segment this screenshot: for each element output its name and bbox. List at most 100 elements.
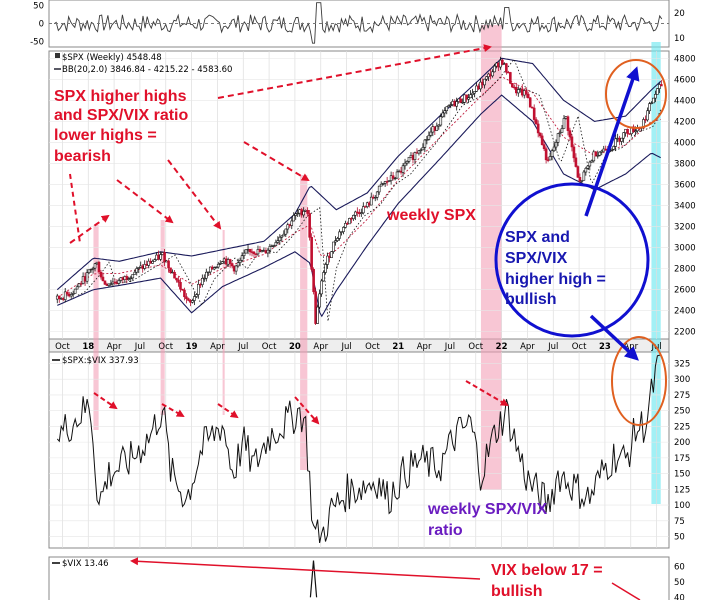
candle-body [588,161,592,167]
candle-body [604,148,608,151]
candle-body [201,278,204,285]
candle-body [322,272,325,282]
candle-body [562,118,566,129]
highlight-bands [93,25,661,504]
candle-body [467,97,470,100]
candle-body [461,102,464,104]
candle-body [205,271,208,279]
arrow-2018-oct-high [116,179,174,224]
ratio-legend: $SPX:$VIX 337.93 [62,356,139,366]
spx-y-tick-2800: 2800 [674,265,696,275]
ratio-y-ticks: 325 300 275 250 225 200 175 150 125 100 75 50 [674,359,690,542]
candle-body [230,263,234,267]
pink-band-2 [160,220,165,415]
bearish-line-4: bearish [54,148,111,165]
candle-body [109,283,113,285]
bullish-line-4: bullish [505,291,557,308]
candle-body [516,89,520,94]
candle-body [552,146,556,152]
candle-body [375,191,379,198]
candle-body [236,262,240,267]
x-tick-Jul: Jul [237,342,248,352]
candle-body [542,144,546,150]
candle-body [491,71,494,77]
top-indicator-line [53,2,663,44]
candle-body [85,272,89,282]
vix-arrow-right [611,582,641,601]
x-tick-21: 21 [392,342,404,352]
candle-body [65,291,69,295]
spx-legend-swatch [55,53,60,58]
candle-body [87,269,91,273]
spx-y-tick-3200: 3200 [674,223,696,233]
spx-y-tick-3400: 3400 [674,202,696,212]
candle-body [427,135,431,140]
candle-body [381,183,385,185]
vix-legend: $VIX 13.46 [62,559,109,569]
candle-body [566,116,570,131]
candle-body [437,124,441,127]
candle-body [212,267,216,270]
candle-body [282,233,286,237]
candle-body [63,291,67,300]
candle-body [238,259,242,263]
vix-line [309,560,318,598]
candle-body [91,267,95,270]
candle-body [407,156,411,162]
candle-body [423,139,427,148]
candle-body [387,180,391,182]
candle-body [284,228,288,235]
ratio-y-tick-125: 125 [674,485,690,495]
candle-body [73,288,77,294]
candle-body [316,306,319,324]
candle-body [179,282,182,290]
candle-body [117,280,121,284]
ratio-line [56,354,662,544]
ratio-recent-high-circle [611,336,667,426]
x-tick-22: 22 [496,342,508,352]
candle-body [89,268,93,271]
candle-body [465,94,468,100]
candle-body [379,183,383,187]
candle-body [556,133,560,143]
candle-body [99,271,103,278]
candle-body [302,210,305,216]
x-tick-23: 23 [599,342,611,352]
x-tick-Jul: Jul [134,342,145,352]
candle-body [308,213,311,238]
bb-lower-line [57,94,661,318]
candle-body [401,165,405,173]
candle-body [336,238,339,241]
candle-body [77,283,81,288]
candle-body [650,102,653,105]
candle-body [143,264,147,269]
candle-body [395,171,399,179]
arrow-2018-high [69,214,110,244]
bearish-line-1: SPX higher highs [54,88,187,105]
candle-body [296,212,300,215]
candle-body [558,132,562,134]
candle-body [133,271,137,275]
candle-body [354,211,357,216]
candle-body [425,139,429,141]
x-tick-Jul: Jul [340,342,351,352]
candle-body [658,84,661,89]
spx-y-ticks: 4800 4600 4400 4200 4000 3800 3600 3400 3200 3000… [674,54,696,337]
candle-body [509,72,512,84]
candle-body [294,213,298,216]
spx-y-tick-4000: 4000 [674,138,696,148]
vix-y-tick-60: 60 [674,563,685,573]
blue-arrow-ratio [589,314,639,361]
spx-y-tick-4400: 4400 [674,96,696,106]
candle-body [654,94,657,99]
ratio-lower-high-arrows [93,380,509,425]
cyan-band [651,42,661,504]
candle-body [218,263,222,265]
vix-panel [48,556,670,604]
candle-body [306,209,309,214]
gridlines [49,51,669,548]
candle-body [648,103,651,112]
bullish-line-3: higher high = [505,271,606,288]
top-right-tick-0: 20 [674,9,685,19]
